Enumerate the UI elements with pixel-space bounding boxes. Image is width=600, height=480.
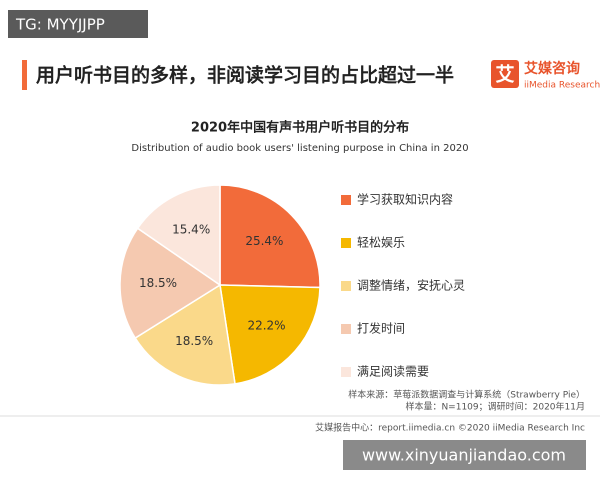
value-label: 25.4% (245, 234, 283, 248)
legend-label: 打发时间 (357, 321, 405, 336)
value-label: 15.4% (172, 223, 210, 237)
title-bar (22, 60, 27, 90)
watermark-box (343, 440, 586, 470)
pie-slice (134, 283, 236, 386)
pie-slice (119, 227, 222, 340)
headline: 用户听书目的多样，非阅读学习目的占比超过一半 (36, 64, 454, 87)
pie-slice (219, 184, 321, 289)
legend-swatch (341, 281, 351, 291)
legend-swatch (341, 238, 351, 248)
pie: 25.4% 22.2% 18.5% 18.5% 15.4% (119, 184, 321, 386)
pie-slice (219, 284, 321, 385)
footer-text: 艾媒报告中心：report.iimedia.cn ©2020 iiMedia R… (315, 422, 585, 434)
watermark-box (8, 10, 148, 38)
chart-title: 2020年中国有声书用户听书目的分布 (191, 120, 409, 136)
value-label: 18.5% (139, 276, 177, 290)
legend-label: 调整情绪，安抚心灵 (357, 278, 465, 293)
value-label: 18.5% (175, 334, 213, 348)
logo-mark: 艾 (495, 64, 514, 86)
legend-label: 满足阅读需要 (357, 365, 429, 379)
logo-sub: iiMedia Research (524, 81, 600, 91)
legend-label: 学习获取知识内容 (357, 192, 453, 207)
legend-swatch (341, 324, 351, 334)
source-line: 样本来源：草莓派数据调查与计算系统（Strawberry Pie） (348, 389, 585, 401)
chart-subtitle: Distribution of audio book users' listen… (131, 143, 468, 154)
value-label: 22.2% (247, 319, 285, 333)
pie-slice (136, 184, 221, 287)
watermark-text: TG: MYYJJPP (15, 16, 105, 34)
legend-label: 轻松娱乐 (357, 236, 405, 250)
logo-mark-box (491, 60, 519, 88)
legend-swatch (341, 367, 351, 377)
legend-swatch (341, 195, 351, 205)
source-line: 样本量：N=1109；调研时间：2020年11月 (405, 401, 585, 413)
logo-name: 艾媒咨询 (524, 60, 580, 77)
watermark-text: www.xinyuanjiandao.com (362, 446, 566, 465)
